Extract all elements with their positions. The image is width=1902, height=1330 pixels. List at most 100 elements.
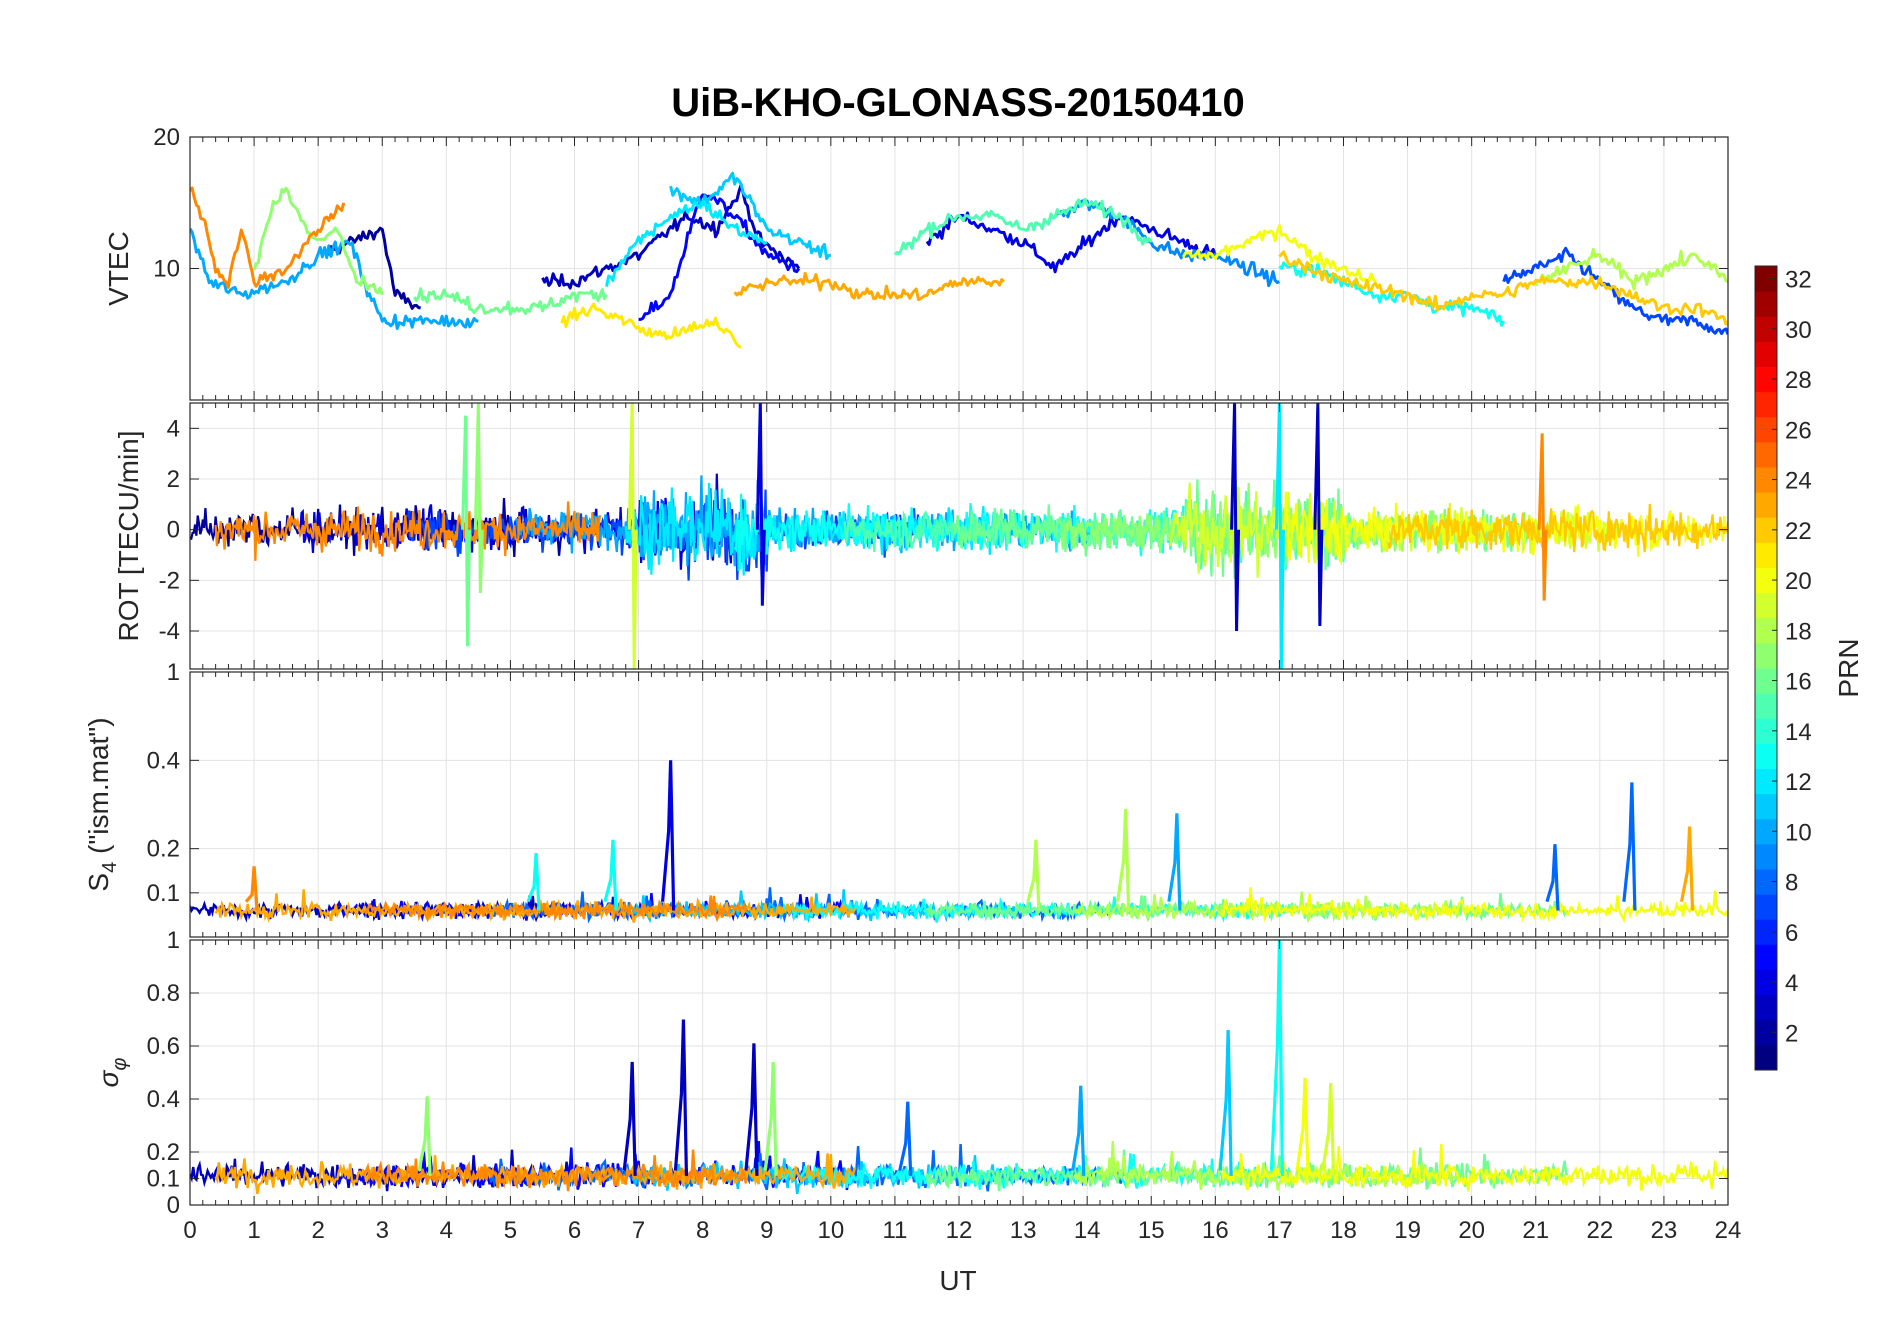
colorbar-band (1755, 668, 1777, 694)
x-tick-label: 13 (1010, 1217, 1037, 1244)
vtec-series-prn-18 (1534, 247, 1728, 291)
plot-area-vtec (190, 171, 1728, 349)
colorbar-band (1755, 919, 1777, 945)
x-tick-label: 3 (376, 1217, 389, 1244)
vtec-series-prn-22 (1278, 250, 1728, 326)
colorbar-band (1755, 441, 1777, 468)
y-tick-label: 0.2 (147, 836, 180, 863)
colorbar-tick-label: 20 (1785, 568, 1812, 595)
s4-series-prn-13 (778, 896, 1292, 923)
colorbar-tick-label: 8 (1785, 870, 1798, 897)
colorbar-band (1755, 517, 1777, 543)
panel-s4: 0.1 0.2 0.4 1 S4 ("ism.mat") (83, 659, 1729, 938)
ticks-vtec (189, 136, 1729, 400)
x-tick-label: 6 (568, 1217, 581, 1244)
colorbar-band (1755, 542, 1777, 568)
ticks-s4 (189, 672, 1729, 937)
s4-spike (661, 760, 676, 911)
y-tick-label: 0.4 (147, 1086, 180, 1113)
colorbar-band (1755, 843, 1777, 870)
s4-spike (1545, 844, 1560, 911)
sigma_phi-spike (673, 1019, 689, 1176)
colorbar-band (1755, 467, 1777, 493)
colorbar-tick-label: 6 (1785, 920, 1798, 947)
rot-spike (755, 403, 766, 606)
sigma_phi-series-prn-16 (925, 1147, 1569, 1192)
vtec-series-prn-20 (1181, 224, 1377, 285)
colorbar-tick-label: 28 (1785, 367, 1812, 394)
y-tick-label-top: 1 (167, 659, 180, 686)
colorbar-tick-label: 4 (1785, 970, 1798, 997)
plot-area-s4 (190, 760, 1728, 924)
x-tick-label: 18 (1330, 1217, 1357, 1244)
y-tick-label: 4 (167, 415, 180, 442)
colorbar-band (1755, 341, 1777, 367)
colorbar-tick-label: 10 (1785, 819, 1812, 846)
x-tick-label: 15 (1138, 1217, 1165, 1244)
rot-spike (1274, 403, 1285, 669)
colorbar-band (1755, 1044, 1777, 1071)
s4-spike (526, 852, 541, 911)
colorbar-band (1755, 793, 1777, 820)
colorbar-band (1755, 818, 1777, 845)
x-tick-label: 19 (1394, 1217, 1421, 1244)
sigma_phi-spike (1321, 1083, 1336, 1176)
colorbar-tick-label: 18 (1785, 618, 1812, 645)
colorbar-band (1755, 567, 1777, 594)
rot-series-prn-22 (1387, 503, 1728, 553)
colorbar-band (1755, 266, 1777, 292)
x-tick-label: 4 (440, 1217, 453, 1244)
colorbar-band (1755, 617, 1777, 644)
sigma_phi-spike (763, 1061, 778, 1176)
colorbar-band (1755, 718, 1777, 744)
sigma_phi-spike (622, 1061, 637, 1176)
rot-series-prn-17 (1060, 479, 1447, 580)
y-tick-label: 0.8 (147, 980, 180, 1007)
vtec-series-prn-15 (893, 197, 1153, 256)
sigma_phi-spike (744, 1043, 759, 1176)
y-tick-label: 0.1 (147, 880, 180, 907)
s4-spike (1116, 808, 1131, 911)
s4-series-prn-20 (1220, 887, 1728, 924)
colorbar-band (1755, 291, 1777, 317)
x-tick-label: 5 (504, 1217, 517, 1244)
colorbar-band (1755, 316, 1777, 342)
y-axis-label-rot: ROT [TECU/min] (113, 430, 144, 641)
colorbar-band (1755, 366, 1777, 393)
colorbar-band (1755, 1019, 1777, 1046)
ticks-sigma_phi (189, 940, 1729, 1206)
colorbar-band (1755, 743, 1777, 769)
grid-s4 (189, 672, 1729, 937)
vtec-series-prn-7 (1502, 246, 1728, 336)
rot-spike (1313, 403, 1324, 626)
sigma_phi-series-prn-20 (1220, 1144, 1728, 1192)
panel-rot: -4 -2 0 2 4 ROT [TECU/min] (113, 402, 1729, 670)
colorbar-band (1755, 693, 1777, 719)
vtec-series-prn-12 (605, 200, 768, 287)
vtec-series-prn-16 (413, 287, 608, 316)
s4-spike (244, 866, 259, 911)
x-tick-label: 16 (1202, 1217, 1229, 1244)
colorbar-band (1755, 592, 1777, 619)
x-tick-label: 11 (882, 1217, 907, 1244)
vtec-series-prn-23 (733, 271, 1005, 302)
sigma_phi-spike (1295, 1077, 1310, 1176)
sigma_phi-spike (898, 1101, 913, 1176)
x-tick-label: 7 (632, 1217, 645, 1244)
x-tick-label: 14 (1074, 1217, 1101, 1244)
x-axis-label: UT (939, 1265, 976, 1296)
x-tick-label: 22 (1586, 1217, 1613, 1244)
plot-area-sigma_phi (190, 940, 1728, 1195)
plot-area-rot (190, 403, 1728, 669)
x-tick-label: 12 (946, 1217, 973, 1244)
vtec-series-prn-5 (638, 193, 801, 321)
colorbar-band (1755, 492, 1777, 518)
x-tick-label: 17 (1266, 1217, 1293, 1244)
vtec-series-prn-21 (560, 302, 742, 349)
s4-spike (1622, 782, 1637, 911)
y-axis-label-vtec: VTEC (103, 231, 134, 306)
colorbar-frame (1754, 265, 1778, 1071)
